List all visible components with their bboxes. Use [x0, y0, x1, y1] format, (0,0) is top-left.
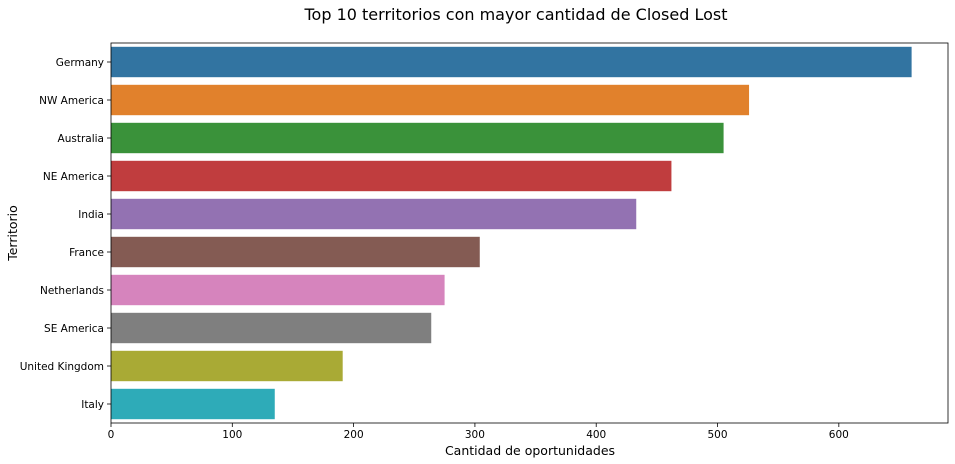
bar-australia	[111, 122, 724, 154]
y-tick-label: SE America	[44, 323, 104, 335]
y-tick-label: NE America	[43, 171, 104, 183]
bar-nw-america	[111, 84, 750, 116]
x-ticks: 0 100 200 300 400 500 600	[108, 423, 849, 441]
y-tick-label: France	[69, 247, 104, 259]
x-tick-label: 400	[586, 429, 606, 441]
bar-france	[111, 236, 480, 268]
bar-united-kingdom	[111, 350, 343, 382]
y-tick-label: India	[78, 209, 104, 221]
y-axis-label: Territorio	[5, 205, 20, 262]
bar-germany	[111, 46, 912, 78]
x-axis-label: Cantidad de oportunidades	[445, 443, 615, 458]
x-tick-label: 200	[344, 429, 364, 441]
plot-frame	[110, 42, 949, 424]
bar-se-america	[111, 312, 432, 344]
bar-netherlands	[111, 274, 445, 306]
y-tick-label: United Kingdom	[20, 361, 104, 373]
y-tick-labels: Germany NW America Australia NE America Indi…	[20, 57, 111, 411]
y-tick-label: Germany	[56, 57, 104, 69]
x-tick-label: 100	[222, 429, 242, 441]
x-tick-label: 600	[829, 429, 849, 441]
y-tick-label: NW America	[39, 95, 104, 107]
y-tick-label: Netherlands	[40, 285, 104, 297]
y-tick-label: Australia	[58, 133, 104, 145]
chart-title: Top 10 territorios con mayor cantidad de…	[304, 5, 728, 24]
x-tick-label: 500	[707, 429, 727, 441]
bar-india	[111, 198, 637, 230]
bar-ne-america	[111, 160, 672, 192]
y-tick-label: Italy	[81, 399, 104, 411]
x-tick-label: 0	[108, 429, 115, 441]
bar-italy	[111, 388, 275, 420]
bars-group	[111, 46, 912, 420]
x-tick-label: 300	[465, 429, 485, 441]
